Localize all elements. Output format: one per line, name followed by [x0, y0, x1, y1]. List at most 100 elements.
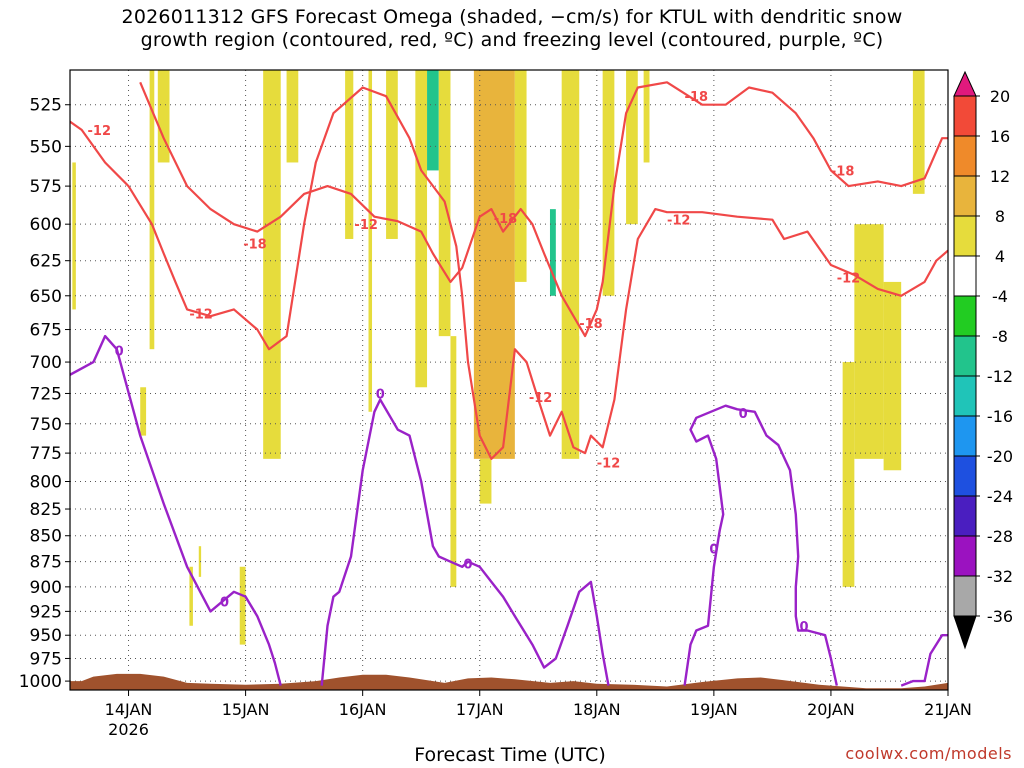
x-tick-label-16JAN: 16JAN [339, 700, 387, 719]
omega-shade-15 [376, 70, 381, 436]
terrain-fill [70, 673, 948, 690]
y-tick-label-600: 600 [30, 215, 62, 235]
colorbar-bin-5 [953, 255, 977, 297]
colorbar-label-1: 16 [990, 127, 1010, 146]
contour-label-minus12-a: -12 [88, 124, 112, 139]
omega-shade-2 [102, 309, 108, 617]
contour-label-minus18-d: -18 [685, 90, 709, 105]
colorbar-bin-2 [953, 135, 977, 177]
colorbar-bin-8 [953, 375, 977, 417]
y-tick-label-575: 575 [30, 177, 62, 197]
colorbar-bottom-arrow [953, 615, 977, 650]
omega-shade-1 [87, 70, 92, 179]
omega-shade-23 [514, 70, 527, 282]
contour-label-zero-e: 0 [709, 542, 718, 557]
contour-label-minus12-d: -12 [529, 391, 553, 406]
omega-shade-13 [345, 70, 354, 239]
y-tick-label-775: 775 [30, 444, 62, 464]
x-year-label: 2026 [108, 720, 149, 739]
omega-shade-6 [149, 70, 155, 350]
contour-label-zero-f: 0 [739, 407, 748, 422]
colorbar-label-9: -20 [987, 447, 1013, 466]
colorbar-bin-4 [953, 215, 977, 257]
freezing-level-contour-0 [70, 334, 282, 686]
colorbar-bin-13 [953, 575, 977, 617]
colorbar-label-6: -8 [992, 327, 1008, 346]
chart-title: 2026011312 GFS Forecast Omega (shaded, −… [0, 6, 1024, 52]
omega-shade-14 [368, 70, 373, 412]
contour-label-minus12-f: -12 [667, 214, 691, 229]
omega-shade-36 [842, 362, 855, 587]
omega-shade-26 [561, 70, 580, 459]
omega-shade-37 [854, 224, 884, 459]
colorbar-bin-7 [953, 335, 977, 377]
colorbar-bin-11 [953, 495, 977, 537]
omega-shade-12 [286, 70, 299, 163]
colorbar-label-3: 8 [995, 207, 1005, 226]
y-tick-label-850: 850 [30, 527, 62, 547]
colorbar-bin-3 [953, 175, 977, 217]
plot-area: -12 -12 -12 -12 -12 -12 -12 -18 -18 -18 -18 -18 0 0 0 0… [70, 70, 948, 690]
y-tick-label-950: 950 [30, 626, 62, 646]
y-tick-label-725: 725 [30, 384, 62, 404]
y-tick-label-900: 900 [30, 578, 62, 598]
omega-shade-28 [590, 162, 597, 310]
x-tick-label-17JAN: 17JAN [456, 700, 504, 719]
dendritic-minus18-contour [139, 81, 948, 338]
contour-label-zero-d: 0 [464, 558, 473, 573]
omega-shade-3 [110, 362, 117, 626]
omega-shade-29 [596, 70, 603, 436]
colorbar-label-0: 20 [990, 87, 1010, 106]
y-tick-label-825: 825 [30, 500, 62, 520]
x-tick-label-19JAN: 19JAN [690, 700, 738, 719]
omega-shade-24 [538, 178, 550, 310]
omega-shade-38 [883, 281, 902, 471]
omega-shade-21 [473, 70, 515, 459]
y-tick-label-750: 750 [30, 415, 62, 435]
omega-shade-30 [602, 70, 615, 296]
x-tick-label-18JAN: 18JAN [573, 700, 621, 719]
y-tick-label-875: 875 [30, 553, 62, 573]
colorbar-top-arrow [953, 70, 977, 97]
contour-label-zero-b: 0 [220, 596, 229, 611]
y-tick-label-1000: 1000 [19, 672, 62, 692]
omega-shade-39 [912, 70, 925, 194]
omega-shade-32 [643, 70, 650, 163]
colorbar-label-13: -36 [987, 607, 1013, 626]
freezing-level-contour-1 [320, 398, 610, 686]
contour-label-zero-g: 0 [799, 620, 808, 635]
omega-shade-31 [626, 70, 638, 225]
colorbar-bin-6 [953, 295, 977, 337]
dendritic-minus12-contour [70, 86, 948, 460]
freezing-level-contour-3 [900, 634, 948, 687]
title-line-1: 2026011312 GFS Forecast Omega (shaded, −… [121, 6, 903, 28]
contour-label-minus18-a: -18 [243, 237, 267, 252]
x-tick-label-14JAN: 14JAN [105, 700, 153, 719]
contour-label-minus12-e: -12 [597, 456, 621, 471]
omega-shade-4 [128, 336, 135, 645]
contour-label-minus18-e: -18 [831, 164, 855, 179]
colorbar-label-4: 4 [995, 247, 1005, 266]
omega-shade-0 [72, 162, 76, 310]
colorbar-label-2: 12 [990, 167, 1010, 186]
contour-label-zero-c: 0 [376, 387, 385, 402]
contour-label-minus18-b: -18 [494, 212, 518, 227]
contour-label-minus12-g: -12 [837, 272, 861, 287]
site-credit[interactable]: coolwx.com/models [845, 744, 1012, 763]
omega-shade-11 [263, 70, 281, 459]
y-tick-label-700: 700 [30, 353, 62, 373]
omega-shade-7 [157, 70, 170, 163]
colorbar-bin-9 [953, 415, 977, 457]
contour-label-minus12-b: -12 [189, 307, 213, 322]
colorbar-bin-10 [953, 455, 977, 497]
title-line-2: growth region (contoured, red, ºC) and f… [140, 29, 884, 51]
omega-shade-10 [239, 566, 246, 645]
colorbar-label-11: -28 [987, 527, 1013, 546]
y-tick-label-550: 550 [30, 137, 62, 157]
colorbar-label-8: -16 [987, 407, 1013, 426]
colorbar-label-12: -32 [987, 567, 1013, 586]
contour-label-minus12-c: -12 [354, 218, 378, 233]
omega-shade-33 [778, 154, 790, 282]
colorbar-label-10: -24 [987, 487, 1013, 506]
